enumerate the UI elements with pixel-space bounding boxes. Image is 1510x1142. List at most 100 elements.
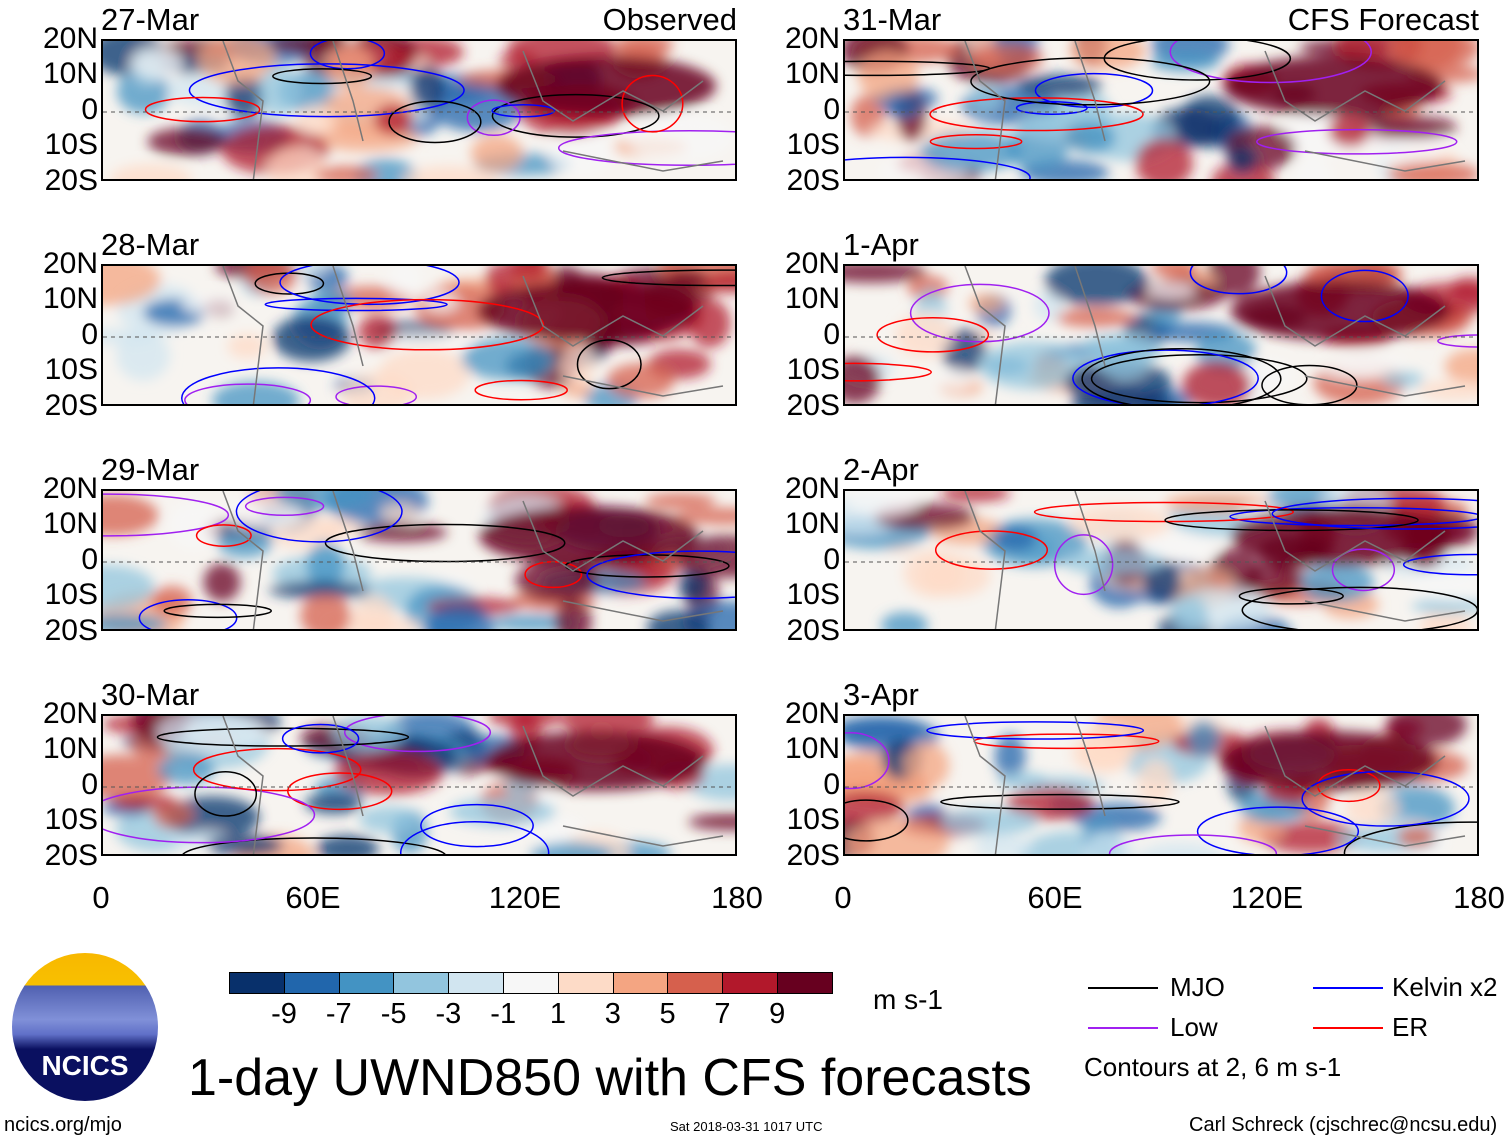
lat-tick-label: 0	[81, 543, 98, 576]
wind-anomaly-patch	[168, 501, 220, 550]
lat-tick-label: 20S	[44, 389, 98, 422]
colorbar-label: -3	[435, 998, 462, 1030]
lat-tick-label: 10N	[42, 282, 98, 315]
panel-date-title: 28-Mar	[101, 227, 200, 262]
colorbar-swatch	[557, 972, 614, 994]
wind-anomaly-patch	[1033, 289, 1065, 322]
panel-date-title: 29-Mar	[101, 452, 200, 487]
wind-anomaly-patch	[155, 716, 259, 754]
panel-date-title: 31-Mar	[843, 2, 942, 37]
contour-line	[1437, 334, 1477, 348]
wind-anomaly-patch	[920, 132, 1023, 172]
map-panel-30-Mar	[101, 714, 737, 856]
wind-anomaly-patch	[606, 363, 675, 399]
wind-anomaly-patch	[1227, 146, 1258, 174]
wind-anomaly-patch	[1335, 354, 1406, 376]
wind-anomaly-patch	[224, 75, 266, 118]
colorbar-swatch	[393, 972, 450, 994]
lat-tick-label: 20N	[784, 22, 840, 55]
lat-tick-label: 20N	[42, 247, 98, 280]
wind-anomaly-patch	[103, 494, 159, 536]
wind-anomaly-patch	[306, 541, 345, 589]
coastline	[964, 41, 1466, 179]
wind-anomaly-patch	[425, 603, 494, 629]
wind-anomaly-patch	[423, 290, 459, 312]
lat-tick-label: 10N	[42, 507, 98, 540]
lat-tick-label: 10S	[44, 128, 98, 161]
wind-anomaly-patch	[227, 333, 267, 359]
wind-anomaly-patch	[274, 491, 374, 511]
lat-tick-label: 0	[823, 318, 840, 351]
wind-anomaly-patch	[1178, 95, 1240, 148]
coastline	[222, 716, 724, 854]
map-panel-1-Apr	[843, 264, 1479, 406]
panel-source-label: Observed	[602, 2, 737, 37]
contour-line	[1189, 266, 1288, 295]
lat-tick-label: 10S	[44, 803, 98, 836]
contour-line	[970, 57, 1211, 106]
lat-tick-label: 10S	[44, 578, 98, 611]
panel-source-label: CFS Forecast	[1287, 2, 1479, 37]
wind-anomaly-patch	[883, 92, 921, 120]
contour-line	[491, 104, 556, 118]
contour-line	[400, 821, 550, 854]
contour-line	[195, 524, 252, 547]
wind-anomaly-patch	[1411, 597, 1477, 614]
wind-anomaly-patch	[991, 525, 1037, 552]
contour-line	[1033, 501, 1294, 523]
contour-line	[926, 721, 1145, 740]
lat-tick-label: 10S	[786, 578, 840, 611]
wind-anomaly-patch	[1138, 842, 1223, 854]
wind-anomaly-patch	[645, 492, 716, 510]
wind-anomaly-patch	[470, 134, 523, 172]
contour-line	[1238, 587, 1344, 605]
contour-line	[845, 799, 909, 842]
wind-anomaly-patch	[562, 381, 594, 398]
wind-anomaly-patch	[1055, 307, 1135, 328]
contour-line	[1169, 41, 1372, 84]
contour-line	[188, 63, 465, 118]
contour-line	[1072, 349, 1259, 404]
colorbar-label: -1	[490, 998, 517, 1030]
wind-anomaly-patch	[103, 754, 172, 800]
wind-anomaly-patch	[103, 614, 168, 629]
contour-line	[1343, 821, 1477, 854]
wind-anomaly-patch	[937, 369, 974, 391]
wind-anomaly-patch	[109, 164, 193, 179]
map-panel-27-Mar	[101, 39, 737, 181]
wind-anomaly-patch	[1082, 831, 1135, 854]
wind-anomaly-patch	[968, 44, 1044, 73]
colorbar-label: -7	[325, 998, 352, 1030]
lat-tick-label: 0	[81, 768, 98, 801]
colorbar-label: 5	[659, 998, 676, 1030]
contour-line	[876, 316, 990, 353]
legend-line-ER	[1313, 1027, 1383, 1029]
wind-anomaly-patch	[359, 806, 417, 833]
wind-anomaly-patch	[1382, 371, 1424, 388]
lat-tick-label: 20S	[786, 839, 840, 872]
wind-anomaly-patch	[103, 266, 161, 306]
wind-anomaly-patch	[157, 754, 216, 785]
wind-anomaly-patch	[1151, 266, 1198, 278]
wind-anomaly-patch	[461, 338, 555, 380]
wind-anomaly-patch	[1182, 361, 1252, 404]
wind-anomaly-patch	[703, 271, 735, 293]
wind-anomaly-patch	[845, 355, 881, 404]
wind-anomaly-patch	[974, 835, 1033, 854]
contour-line	[586, 550, 735, 600]
footer-credit: Carl Schreck (cjschrec@ncsu.edu)	[1189, 1114, 1498, 1136]
contour-line	[845, 156, 1031, 179]
lat-tick-label: 20S	[786, 164, 840, 197]
wind-anomaly-patch	[300, 593, 352, 629]
wind-anomaly-patch	[147, 127, 227, 156]
contour-line	[1261, 364, 1358, 404]
wind-anomaly-patch	[1186, 720, 1220, 756]
wind-anomaly-patch	[940, 491, 1011, 502]
wind-anomaly-patch	[1370, 115, 1457, 139]
wind-anomaly-patch	[409, 66, 445, 110]
contour-line	[138, 599, 238, 629]
contour-line	[1053, 534, 1114, 596]
wind-anomaly-patch	[939, 807, 1039, 836]
wind-anomaly-patch	[560, 716, 655, 737]
